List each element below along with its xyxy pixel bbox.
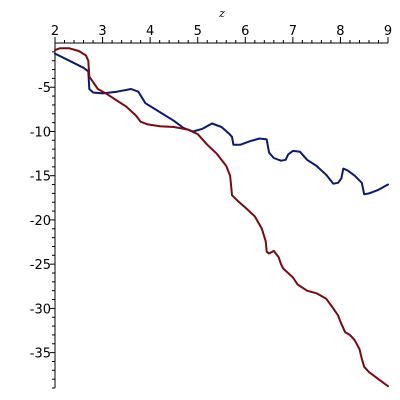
x-tick-label: 5 [194,24,202,39]
x-axis-label: z [218,7,225,20]
y-tick-label: -10 [30,125,51,140]
x-tick-label: 2 [51,24,59,39]
y-tick-label: -30 [30,302,51,317]
y-tick-label: -15 [30,170,51,185]
x-axis-ticks: 2 3 4 5 6 7 8 9 [51,24,392,43]
y-axis-ticks: -5 -10 -15 -20 -25 -30 -35 [30,51,55,389]
y-tick-label: -20 [30,214,51,229]
x-tick-label: 9 [384,24,392,39]
y-tick-label: -35 [30,347,51,362]
series-group [54,47,389,388]
x-tick-label: 7 [289,24,297,39]
series-line-blue [54,52,389,196]
y-tick-label: -25 [30,258,51,273]
x-tick-label: 4 [146,24,154,39]
x-tick-label: 3 [98,24,106,39]
x-tick-label: 8 [336,24,344,39]
series-line-red [54,47,389,388]
x-tick-label: 6 [241,24,249,39]
y-tick-label: -5 [38,81,51,96]
